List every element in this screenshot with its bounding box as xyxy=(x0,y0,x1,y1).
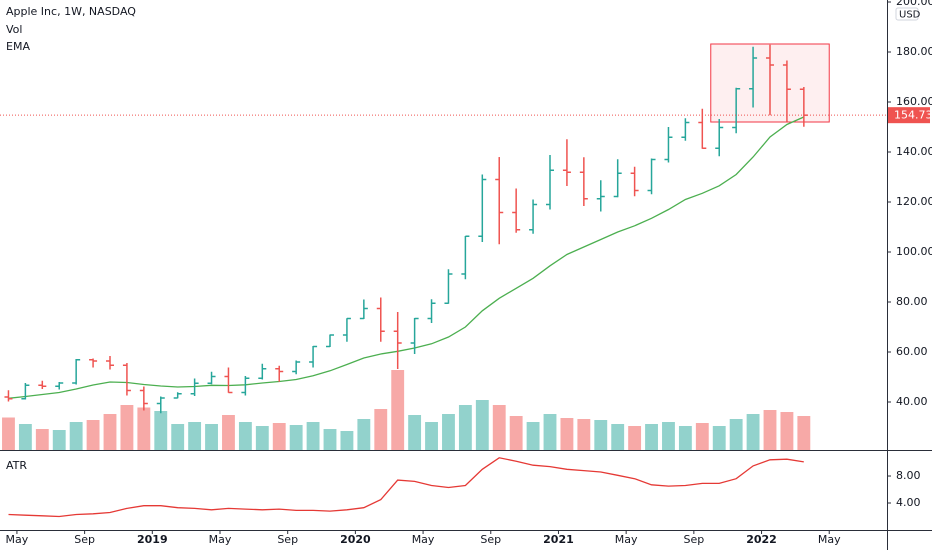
x-tick-label: 2019 xyxy=(137,533,168,546)
volume-bar xyxy=(323,429,337,450)
volume-bar xyxy=(425,422,438,450)
x-tick-label: 2021 xyxy=(543,533,574,546)
volume-bar xyxy=(797,416,811,450)
atr-line xyxy=(8,457,804,518)
y-tick-label: 160.00 xyxy=(896,95,932,108)
volume-bar xyxy=(306,422,320,450)
volume-bar xyxy=(442,414,455,450)
x-tick-label: 2022 xyxy=(746,533,777,546)
volume-bar xyxy=(628,426,642,450)
volume-bar xyxy=(780,412,794,450)
volume-bar xyxy=(272,423,286,450)
volume-bar xyxy=(289,425,303,450)
volume-bar xyxy=(509,416,523,450)
currency-label: USD xyxy=(899,10,921,21)
x-tick-label: May xyxy=(818,533,841,546)
volume-bar xyxy=(526,422,540,450)
volume-bar xyxy=(458,405,472,450)
volume-bar xyxy=(18,424,32,450)
marks xyxy=(0,43,887,518)
volume-bar xyxy=(69,422,83,450)
last-price-box xyxy=(888,107,930,124)
x-tick-label: Sep xyxy=(277,533,298,546)
volume-bar xyxy=(391,370,405,450)
y-tick-label: 120.00 xyxy=(896,195,932,208)
volume-bar xyxy=(35,429,49,450)
chart-title: Apple Inc, 1W, NASDAQ xyxy=(6,5,136,18)
x-tick-label: May xyxy=(209,533,232,546)
volume-bar xyxy=(205,424,218,450)
volume-bar xyxy=(560,418,574,450)
y-tick-label: 40.00 xyxy=(896,395,928,408)
volume-bar xyxy=(594,420,608,450)
volume-bar xyxy=(222,415,235,450)
volume-bar xyxy=(475,400,489,450)
volume-bar xyxy=(188,422,202,450)
volume-bar xyxy=(543,414,557,450)
currency-box xyxy=(895,7,919,21)
last-price-label: 154.73 xyxy=(894,109,932,122)
y-tick-label: 80.00 xyxy=(896,295,928,308)
x-tick-label: May xyxy=(615,533,638,546)
ema-line xyxy=(8,116,805,399)
volume-bar xyxy=(255,426,269,450)
y-tick-label: 180.00 xyxy=(896,45,932,58)
volume-bar xyxy=(52,430,66,450)
x-tick-label: May xyxy=(6,533,29,546)
volume-bar xyxy=(2,417,15,450)
y-tick-label: 100.00 xyxy=(896,245,932,258)
atr-tick-label: 4.00 xyxy=(896,496,921,509)
volume-bar xyxy=(340,431,354,450)
volume-bar xyxy=(238,422,252,450)
x-tick-label: Sep xyxy=(683,533,704,546)
volume-bar xyxy=(712,426,726,450)
volume-bar xyxy=(662,422,675,450)
volume-bar xyxy=(746,414,760,450)
ema-legend: EMA xyxy=(6,40,30,53)
volume-bar xyxy=(154,411,168,450)
volume-bar xyxy=(492,405,506,450)
volume-bar xyxy=(729,419,743,450)
volume-bar xyxy=(611,424,625,450)
x-tick-label: Sep xyxy=(74,533,95,546)
x-tick-label: May xyxy=(412,533,435,546)
volume-bar xyxy=(137,407,151,450)
x-tick-label: Sep xyxy=(480,533,501,546)
atr-legend: ATR xyxy=(6,459,27,472)
volume-bar xyxy=(103,414,117,450)
volume-legend: Vol xyxy=(6,23,22,36)
y-tick-label: 200.00 xyxy=(896,0,932,8)
volume-bar xyxy=(695,423,709,450)
volume-bar xyxy=(577,419,591,450)
volume-bar xyxy=(678,426,692,450)
y-tick-label: 60.00 xyxy=(896,345,928,358)
volume-bar xyxy=(645,424,658,450)
volume-bar xyxy=(763,410,777,450)
x-tick-label: 2020 xyxy=(340,533,371,546)
volume-bar xyxy=(86,420,100,450)
y-tick-label: 140.00 xyxy=(896,145,932,158)
atr-tick-label: 8.00 xyxy=(896,469,921,482)
volume-bar xyxy=(357,419,371,450)
volume-bar xyxy=(171,424,185,450)
volume-bar xyxy=(120,405,134,450)
volume-bar xyxy=(408,415,422,450)
volume-bar xyxy=(374,409,388,450)
